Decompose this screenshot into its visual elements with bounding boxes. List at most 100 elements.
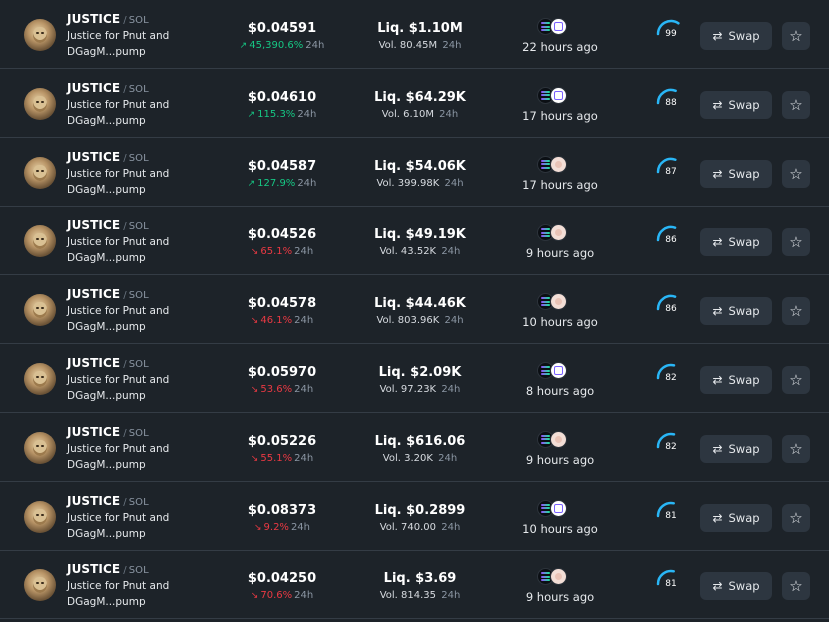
token-name-line[interactable]: JUSTICE / SOL: [67, 356, 149, 370]
token-description: Justice for Pnut and: [67, 511, 170, 524]
token-address[interactable]: DGagM...pump: [67, 596, 146, 609]
score-gauge: 86: [654, 221, 688, 255]
liquidity-value: Liq. $3.69: [383, 571, 457, 587]
token-description: Justice for Pnut and: [67, 30, 170, 42]
trend-arrow-icon: ↘: [250, 385, 259, 395]
trend-arrow-icon: ↗: [247, 109, 256, 120]
trend-arrow-icon: ↘: [250, 316, 259, 327]
score-gauge: 88: [654, 84, 688, 118]
token-symbol[interactable]: JUSTICE: [67, 493, 121, 508]
swap-button[interactable]: ⇄ Swap: [700, 503, 772, 532]
token-symbol[interactable]: JUSTICE: [67, 218, 121, 233]
pair-age: 9 hours ago: [525, 246, 595, 261]
table-row[interactable]: JUSTICE / SOL Justice for Pnut and DGagM..…: [0, 138, 829, 207]
pool-icons: [537, 362, 577, 379]
star-icon: ☆: [789, 577, 803, 596]
score-value: 88: [665, 97, 677, 108]
token-symbol[interactable]: JUSTICE: [67, 424, 121, 439]
score-gauge: 86: [654, 290, 688, 324]
favorite-button[interactable]: ☆: [782, 434, 810, 463]
star-icon: ☆: [789, 95, 803, 114]
star-icon: ☆: [789, 371, 803, 389]
swap-button[interactable]: ⇄ Swap: [700, 297, 772, 326]
token-avatar[interactable]: [24, 294, 56, 327]
token-address[interactable]: DGagM...pump: [67, 252, 146, 265]
token-avatar[interactable]: [24, 363, 56, 395]
token-avatar[interactable]: [24, 500, 56, 533]
favorite-button[interactable]: ☆: [782, 572, 810, 601]
token-symbol[interactable]: JUSTICE: [67, 562, 121, 577]
table-row[interactable]: JUSTICE / SOL Justice for Pnut and DGagM..…: [0, 206, 829, 276]
table-row[interactable]: JUSTICE / SOL Justice for Pnut and DGagM..…: [0, 344, 829, 413]
swap-button[interactable]: ⇄ Swap: [700, 22, 772, 50]
pool-icons: [537, 18, 577, 35]
token-avatar[interactable]: [24, 19, 56, 51]
favorite-button[interactable]: ☆: [782, 90, 810, 119]
token-symbol[interactable]: JUSTICE: [67, 356, 121, 370]
swap-button[interactable]: ⇄ Swap: [700, 366, 772, 394]
trend-arrow-icon: ↘: [253, 522, 262, 533]
swap-button[interactable]: ⇄ Swap: [700, 90, 772, 119]
swap-button[interactable]: ⇄ Swap: [700, 434, 772, 463]
table-row[interactable]: JUSTICE / SOL Justice for Pnut and DGagM..…: [0, 275, 829, 345]
token-symbol[interactable]: JUSTICE: [67, 80, 121, 95]
table-row[interactable]: JUSTICE / SOL Justice for Pnut and DGagM..…: [0, 482, 829, 551]
token-address[interactable]: DGagM...pump: [67, 183, 146, 196]
liquidity-value: Liq. $2.09K: [378, 365, 462, 380]
volume-value: Vol. 740.00 24h: [379, 521, 461, 533]
price-change: ↗ 45,390.6% 24h: [239, 40, 325, 51]
favorite-button[interactable]: ☆: [782, 22, 810, 50]
token-name-line[interactable]: JUSTICE / SOL: [67, 287, 149, 301]
swap-arrows-icon: ⇄: [712, 97, 723, 112]
token-name-line[interactable]: JUSTICE / SOL: [67, 494, 149, 508]
swap-button[interactable]: ⇄ Swap: [700, 159, 772, 188]
star-icon: ☆: [789, 508, 803, 527]
token-avatar[interactable]: [24, 87, 56, 120]
price-change: ↘ 53.6% 24h: [250, 384, 314, 395]
score-arc-icon: [656, 501, 675, 517]
table-row[interactable]: JUSTICE / SOL Justice for Pnut and DGagM..…: [0, 69, 829, 138]
token-address[interactable]: DGagM...pump: [67, 321, 146, 334]
price-change: ↘ 46.1% 24h: [250, 315, 314, 327]
swap-arrows-icon: ⇄: [712, 579, 723, 594]
token-name-line[interactable]: JUSTICE / SOL: [67, 425, 149, 439]
token-address[interactable]: DGagM...pump: [67, 46, 146, 58]
token-avatar[interactable]: [24, 156, 56, 189]
score-gauge: 87: [654, 153, 688, 187]
token-avatar[interactable]: [24, 225, 56, 258]
volume-value: Vol. 803.96K 24h: [376, 315, 464, 327]
token-name-line[interactable]: JUSTICE / SOL: [67, 562, 149, 576]
token-avatar[interactable]: [24, 431, 56, 464]
table-row[interactable]: JUSTICE / SOL Justice for Pnut and DGagM..…: [0, 550, 829, 620]
table-row[interactable]: JUSTICE / SOL Justice for Pnut and DGagM..…: [0, 0, 829, 69]
token-name-line[interactable]: JUSTICE / SOL: [67, 12, 149, 26]
token-address[interactable]: DGagM...pump: [67, 114, 146, 127]
token-name-line[interactable]: JUSTICE / SOL: [67, 150, 149, 164]
swap-arrows-icon: ⇄: [712, 373, 723, 387]
favorite-button[interactable]: ☆: [782, 228, 810, 257]
favorite-button[interactable]: ☆: [782, 503, 810, 532]
token-symbol[interactable]: JUSTICE: [67, 12, 121, 26]
swap-button[interactable]: ⇄ Swap: [700, 228, 772, 257]
token-address[interactable]: DGagM...pump: [67, 527, 146, 540]
favorite-button[interactable]: ☆: [782, 366, 810, 394]
token-symbol[interactable]: JUSTICE: [67, 149, 121, 164]
chain-label: / SOL: [123, 496, 149, 508]
swap-button[interactable]: ⇄ Swap: [700, 572, 772, 601]
token-avatar[interactable]: [24, 569, 56, 602]
favorite-button[interactable]: ☆: [782, 297, 810, 326]
token-address[interactable]: DGagM...pump: [67, 390, 146, 402]
token-price: $0.08373: [247, 502, 317, 518]
token-address[interactable]: DGagM...pump: [67, 458, 146, 471]
favorite-button[interactable]: ☆: [782, 159, 810, 188]
score-gauge: 81: [654, 565, 688, 599]
token-name-line[interactable]: JUSTICE / SOL: [67, 81, 149, 95]
pair-age: 17 hours ago: [522, 177, 598, 192]
token-price: $0.05970: [247, 365, 317, 380]
token-description: Justice for Pnut and: [67, 374, 170, 386]
price-change: ↗ 127.9% 24h: [247, 177, 317, 189]
table-row[interactable]: JUSTICE / SOL Justice for Pnut and DGagM..…: [0, 413, 829, 482]
token-name-line[interactable]: JUSTICE / SOL: [67, 218, 149, 232]
token-symbol[interactable]: JUSTICE: [67, 287, 121, 302]
